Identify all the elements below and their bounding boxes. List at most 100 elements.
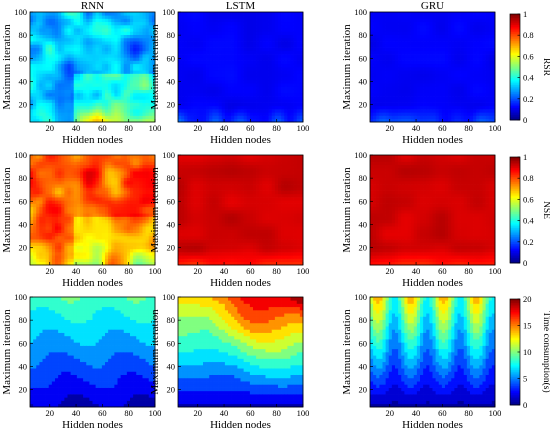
heatmap-cell	[256, 70, 260, 74]
heatmap-cell	[184, 102, 188, 107]
heatmap-cell	[296, 105, 301, 110]
heatmap-cell	[33, 193, 37, 198]
heatmap-cell	[139, 12, 143, 16]
heatmap-cell	[98, 83, 103, 87]
heatmap-cell	[448, 70, 452, 74]
heatmap-cell	[253, 60, 257, 65]
heatmap-cell	[123, 96, 128, 100]
heatmap-cell	[30, 92, 34, 97]
heatmap-cell	[83, 92, 87, 97]
heatmap-cell	[274, 44, 279, 48]
heatmap-cell	[432, 12, 436, 16]
heatmap-cell	[253, 99, 257, 103]
heatmap-cell	[42, 63, 46, 68]
heatmap-cell	[485, 89, 490, 94]
heatmap-cell	[45, 216, 50, 221]
heatmap-cell	[108, 86, 112, 90]
heatmap-cell	[187, 24, 191, 29]
heatmap-cell	[243, 89, 248, 94]
heatmap-cell	[139, 37, 143, 42]
heatmap-cell	[296, 112, 301, 116]
heatmap-cell	[466, 96, 471, 100]
heatmap-cell	[410, 47, 415, 52]
heatmap-cell	[120, 41, 125, 45]
heatmap-cell	[395, 79, 399, 84]
heatmap-cell	[111, 28, 115, 32]
heatmap-cell	[76, 213, 81, 217]
heatmap-cell	[30, 47, 34, 52]
heatmap-cell	[117, 63, 121, 68]
heatmap-cell	[296, 89, 301, 94]
heatmap-cell	[237, 31, 241, 35]
heatmap-cell	[76, 206, 81, 211]
heatmap-cell	[451, 12, 455, 16]
heatmap-cell	[51, 99, 56, 103]
heatmap-cell	[271, 41, 276, 45]
heatmap-cell	[105, 197, 109, 201]
heatmap-cell	[228, 89, 232, 94]
heatmap-cell	[33, 76, 37, 81]
heatmap-cell	[89, 109, 93, 113]
heatmap-cell	[206, 54, 210, 58]
heatmap-cell	[48, 109, 53, 113]
heatmap-cell	[376, 63, 380, 68]
heatmap-cell	[395, 67, 399, 71]
heatmap-cell	[212, 105, 216, 110]
heatmap-cell	[114, 34, 118, 39]
heatmap-cell	[101, 226, 106, 230]
heatmap-cell	[256, 37, 260, 42]
heatmap-cell	[196, 96, 201, 100]
heatmap-cell	[64, 89, 68, 94]
heatmap-cell	[120, 105, 125, 110]
heatmap-cell	[39, 86, 43, 90]
heatmap-cell	[299, 70, 304, 74]
heatmap-cell	[114, 67, 118, 71]
heatmap-cell	[89, 76, 93, 81]
heatmap-cell	[246, 57, 251, 61]
heatmap-cell	[70, 239, 75, 243]
heatmap-cell	[83, 197, 87, 201]
heatmap-cell	[114, 73, 118, 78]
heatmap-cell	[228, 118, 232, 123]
heatmap-cell	[432, 41, 436, 45]
heatmap-cell	[215, 118, 219, 123]
heatmap-cell	[73, 112, 78, 116]
heatmap-cell	[101, 180, 106, 185]
heatmap-cell	[448, 76, 452, 81]
heatmap-cell	[196, 18, 201, 23]
heatmap-cell	[148, 96, 153, 100]
heatmap-cell	[42, 86, 46, 90]
heatmap-cell	[193, 18, 198, 23]
heatmap-cell	[76, 79, 81, 84]
heatmap-cell	[249, 57, 254, 61]
heatmap-cell	[274, 47, 279, 52]
heatmap-cell	[482, 44, 486, 48]
heatmap-cell	[209, 12, 213, 16]
heatmap-cell	[70, 248, 75, 253]
heatmap-cell	[73, 86, 78, 90]
heatmap-cell	[89, 158, 93, 162]
heatmap-cell	[482, 63, 486, 68]
heatmap-cell	[42, 261, 46, 266]
heatmap-cell	[64, 12, 68, 16]
heatmap-cell	[293, 96, 298, 100]
heatmap-cell	[48, 219, 53, 224]
heatmap-cell	[30, 73, 34, 78]
heatmap-cell	[373, 83, 377, 87]
heatmap-cell	[256, 76, 260, 81]
heatmap-cell	[476, 18, 480, 23]
heatmap-cell	[130, 89, 134, 94]
heatmap-cell	[98, 239, 103, 243]
heatmap-cell	[426, 118, 430, 123]
heatmap-cell	[432, 34, 436, 39]
heatmap-cell	[479, 15, 483, 19]
heatmap-cell	[438, 54, 443, 58]
heatmap-cell	[73, 226, 78, 230]
heatmap-cell	[224, 73, 229, 78]
heatmap-cell	[42, 31, 46, 35]
heatmap-cell	[379, 96, 383, 100]
heatmap-cell	[55, 31, 59, 35]
heatmap-cell	[64, 229, 68, 233]
heatmap-cell	[148, 86, 153, 90]
heatmap-cell	[89, 232, 93, 237]
